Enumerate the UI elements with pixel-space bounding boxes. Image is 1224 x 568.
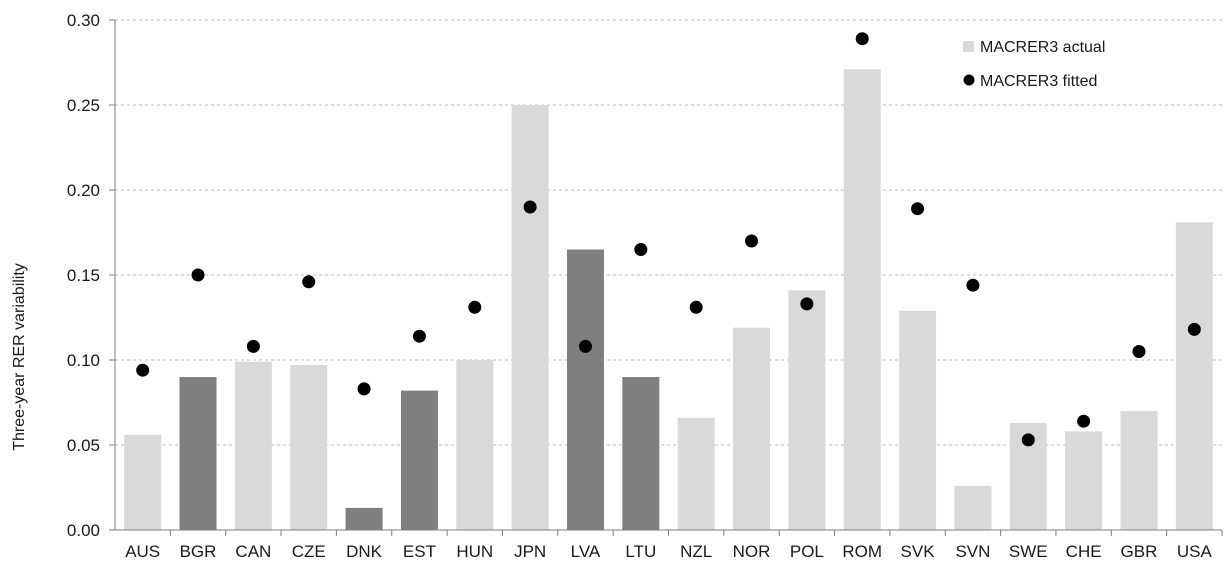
- x-tick-label: BGR: [180, 542, 217, 561]
- x-tick-label: POL: [790, 542, 824, 561]
- x-tick-label: NZL: [680, 542, 712, 561]
- x-tick-label: JPN: [514, 542, 546, 561]
- bar-can: [234, 361, 272, 530]
- bar-svk: [899, 310, 937, 530]
- bar-layer: [124, 69, 1213, 531]
- legend-label-fitted: MACRER3 fitted: [980, 73, 1097, 90]
- x-tick-label: SWE: [1009, 542, 1048, 561]
- bar-che: [1065, 431, 1103, 530]
- grid-layer: [115, 19, 1222, 446]
- x-tick-label: LVA: [571, 542, 601, 561]
- bar-pol: [788, 290, 826, 530]
- bar-bgr: [179, 377, 217, 530]
- bar-rom: [843, 69, 881, 531]
- x-tick-label: AUS: [125, 542, 160, 561]
- y-tick-label: 0.00: [67, 521, 100, 540]
- y-tick-label: 0.20: [67, 181, 100, 200]
- y-tick-label: 0.05: [67, 436, 100, 455]
- x-tick-label: NOR: [733, 542, 771, 561]
- fitted-marker-bgr: [191, 268, 205, 282]
- fitted-marker-can: [246, 339, 260, 353]
- fitted-marker-jpn: [523, 200, 537, 214]
- bar-ltu: [622, 377, 660, 530]
- x-tick-label: CAN: [235, 542, 271, 561]
- fitted-marker-svn: [966, 278, 980, 292]
- bar-aus: [124, 434, 162, 530]
- marker-layer: [136, 32, 1201, 447]
- x-tick-label: CZE: [292, 542, 326, 561]
- axis-layer: 0.00 0.05 0.10 0.15 0.20 0.25 0.30 AUS BGR CAN CZE…: [67, 11, 1223, 561]
- y-tick-label: 0.15: [67, 266, 100, 285]
- bar-jpn: [511, 105, 549, 530]
- bar-hun: [456, 360, 494, 530]
- x-tick-label: USA: [1177, 542, 1213, 561]
- fitted-marker-usa: [1187, 322, 1201, 336]
- fitted-marker-nzl: [689, 300, 703, 314]
- x-tick-label: EST: [403, 542, 436, 561]
- y-axis-label: Three-year RER variability: [11, 263, 28, 451]
- fitted-marker-aus: [136, 363, 150, 377]
- fitted-marker-est: [412, 329, 426, 343]
- fitted-marker-gbr: [1132, 345, 1146, 358]
- fitted-marker-swe: [1021, 433, 1035, 447]
- x-tick-label: LTU: [625, 542, 656, 561]
- bar-usa: [1175, 222, 1213, 531]
- fitted-marker-hun: [468, 300, 482, 314]
- y-tick-label: 0.10: [67, 351, 100, 370]
- bar-nor: [733, 327, 771, 530]
- fitted-marker-che: [1077, 414, 1091, 428]
- bar-svn: [954, 485, 992, 530]
- legend: MACRER3 actual MACRER3 fitted: [963, 39, 1105, 90]
- y-tick-label: 0.25: [67, 96, 100, 115]
- legend-marker-fitted: [963, 74, 975, 86]
- legend-swatch-actual: [963, 41, 974, 52]
- bar-lva: [566, 249, 604, 530]
- x-tick-label: CHE: [1066, 542, 1102, 561]
- x-tick-label: ROM: [842, 542, 882, 561]
- bar-cze: [290, 365, 328, 530]
- x-tick-label: SVN: [955, 542, 990, 561]
- bar-dnk: [345, 507, 383, 530]
- legend-label-actual: MACRER3 actual: [980, 39, 1105, 56]
- y-tick-label: 0.30: [67, 11, 100, 30]
- x-tick-label: HUN: [456, 542, 493, 561]
- x-tick-label: SVK: [901, 542, 936, 561]
- fitted-marker-rom: [855, 32, 869, 46]
- fitted-marker-cze: [302, 275, 316, 289]
- fitted-marker-pol: [800, 297, 814, 311]
- bar-gbr: [1120, 411, 1158, 530]
- bar-est: [400, 390, 438, 530]
- fitted-marker-nor: [745, 234, 759, 248]
- fitted-marker-dnk: [357, 382, 371, 396]
- fitted-marker-lva: [578, 339, 592, 353]
- x-tick-label: GBR: [1121, 542, 1158, 561]
- fitted-marker-ltu: [634, 243, 648, 256]
- bar-nzl: [677, 417, 715, 530]
- x-tick-label: DNK: [346, 542, 383, 561]
- fitted-marker-svk: [911, 202, 925, 216]
